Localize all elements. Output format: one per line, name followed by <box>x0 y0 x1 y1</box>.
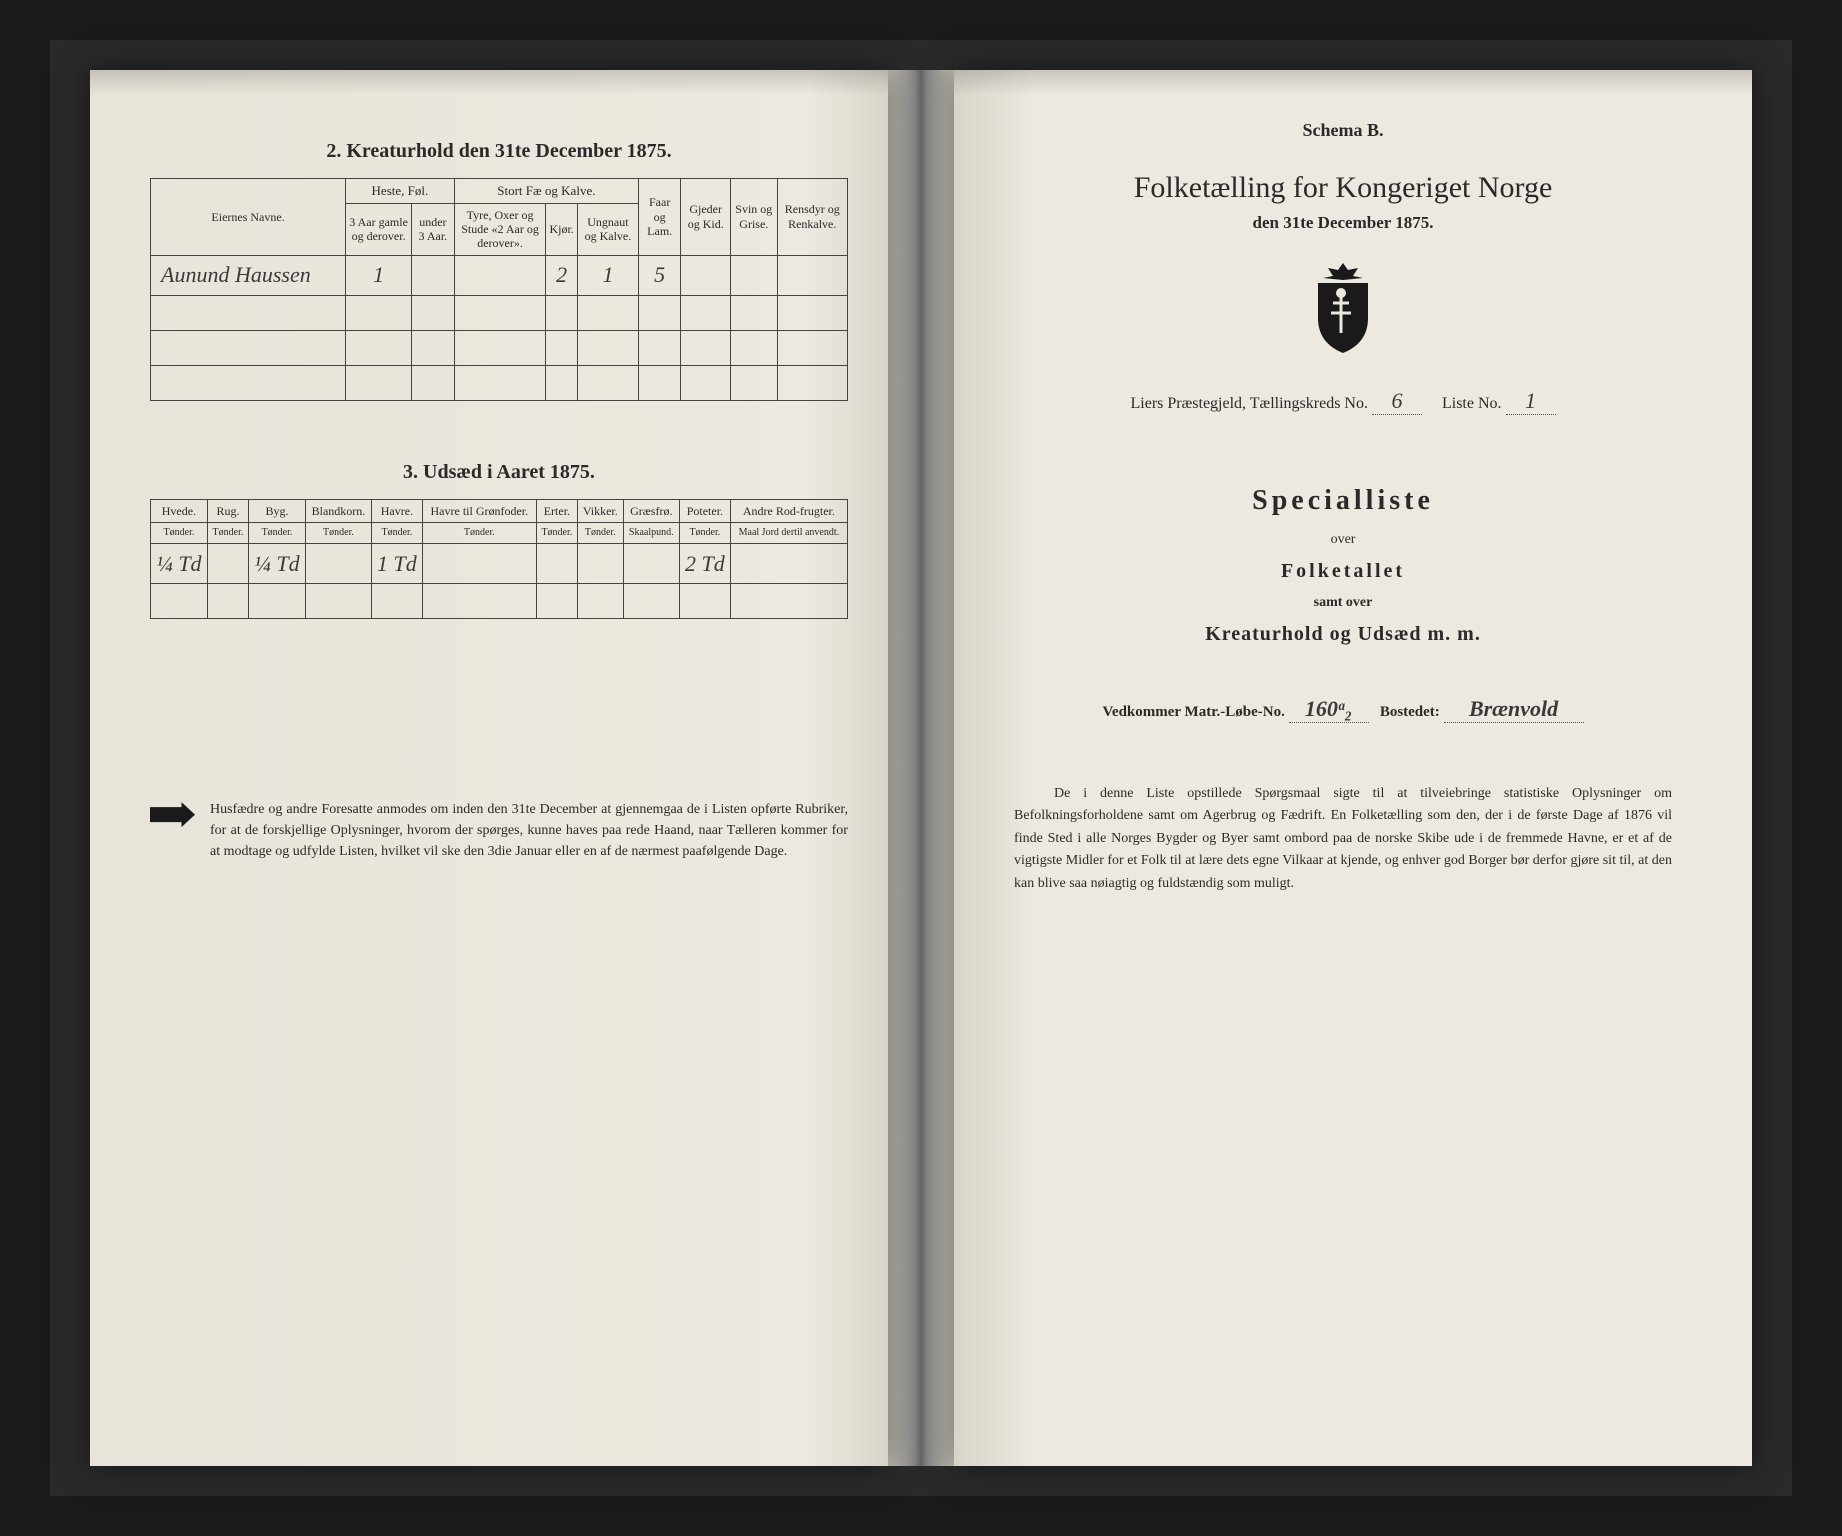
right-page: Schema B. Folketælling for Kongeriget No… <box>954 70 1752 1466</box>
table-row: Aunund Haussen 1 2 1 5 <box>151 255 848 295</box>
parish-line: Liers Præstegjeld, Tællingskreds No. 6 L… <box>994 388 1692 415</box>
sub-heste2: under 3 Aar. <box>412 203 455 255</box>
col-eier: Eiernes Navne. <box>151 179 346 256</box>
col-svin: Svin og Grise. <box>731 179 777 256</box>
matr-no: 160ᵃ₂ <box>1289 696 1369 723</box>
col-header: Andre Rod-frugter. <box>730 499 847 522</box>
grp-heste: Heste, Føl. <box>346 179 455 204</box>
table-row <box>151 365 848 400</box>
table-kreaturhold: Eiernes Navne. Heste, Føl. Stort Fæ og K… <box>150 178 848 401</box>
col-unit: Tønder. <box>207 523 248 544</box>
kreatur-label: Kreaturhold og Udsæd m. m. <box>994 623 1692 646</box>
owner-name: Aunund Haussen <box>161 262 311 287</box>
col-header: Havre til Grønfoder. <box>422 499 536 522</box>
col-header: Hvede. <box>151 499 208 522</box>
grp-stort: Stort Fæ og Kalve. <box>454 179 638 204</box>
table-row <box>151 584 848 619</box>
table-row <box>151 330 848 365</box>
cell: ¼ Td <box>254 551 299 576</box>
col-header: Byg. <box>249 499 306 522</box>
footnote-block: Husfædre og andre Foresatte anmodes om i… <box>150 799 848 862</box>
liste-label: Liste No. <box>1442 395 1502 412</box>
col-faar: Faar og Lam. <box>639 179 681 256</box>
over-label: over <box>994 532 1692 548</box>
col-unit: Tønder. <box>679 523 730 544</box>
col-unit: Tønder. <box>151 523 208 544</box>
col-header: Græsfrø. <box>623 499 679 522</box>
col-header: Rug. <box>207 499 248 522</box>
sub-stort3: Ungnaut og Kalve. <box>577 203 638 255</box>
bottom-paragraph: De i denne Liste opstillede Spørgsmaal s… <box>994 783 1692 895</box>
sub-date: den 31te December 1875. <box>994 213 1692 233</box>
table-udsaed: Hvede.Rug.Byg.Blandkorn.Havre.Havre til … <box>150 499 848 619</box>
scan-frame: 2. Kreaturhold den 31te December 1875. E… <box>50 40 1792 1496</box>
col-gjeder: Gjeder og Kid. <box>681 179 731 256</box>
bostedet-label: Bostedet: <box>1380 704 1440 720</box>
cell: 2 <box>556 262 567 287</box>
cell: 2 Td <box>685 551 725 576</box>
col-unit: Tønder. <box>577 523 623 544</box>
specialliste-title: Specialliste <box>994 485 1692 517</box>
vedkommer-line: Vedkommer Matr.-Løbe-No. 160ᵃ₂ Bostedet:… <box>994 696 1692 723</box>
col-rensdyr: Rensdyr og Renkalve. <box>777 179 847 256</box>
table-row <box>151 295 848 330</box>
folketallet-label: Folketallet <box>994 560 1692 583</box>
section3-title: 3. Udsæd i Aaret 1875. <box>150 461 848 484</box>
col-unit: Maal Jord dertil anvendt. <box>730 523 847 544</box>
kreds-no: 6 <box>1372 388 1422 415</box>
col-header: Poteter. <box>679 499 730 522</box>
parish-pre: Liers Præstegjeld, Tællingskreds No. <box>1131 395 1368 412</box>
cell: ¼ Td <box>156 551 201 576</box>
cell: 1 Td <box>377 551 417 576</box>
sub-stort1: Tyre, Oxer og Stude «2 Aar og derover». <box>454 203 546 255</box>
cell: 1 <box>602 262 613 287</box>
liste-no: 1 <box>1506 388 1556 415</box>
col-unit: Tønder. <box>305 523 371 544</box>
main-title: Folketælling for Kongeriget Norge <box>994 171 1692 205</box>
col-header: Erter. <box>536 499 577 522</box>
section2-title: 2. Kreaturhold den 31te December 1875. <box>150 140 848 163</box>
col-header: Blandkorn. <box>305 499 371 522</box>
col-unit: Tønder. <box>371 523 422 544</box>
samt-label: samt over <box>994 595 1692 611</box>
sub-heste1: 3 Aar gamle og derover. <box>346 203 412 255</box>
schema-label: Schema B. <box>994 120 1692 141</box>
col-header: Havre. <box>371 499 422 522</box>
col-unit: Tønder. <box>536 523 577 544</box>
col-unit: Tønder. <box>249 523 306 544</box>
table-row: ¼ Td ¼ Td 1 Td 2 Td <box>151 544 848 584</box>
vedkommer-pre: Vedkommer Matr.-Løbe-No. <box>1102 704 1284 720</box>
cell: 1 <box>373 262 384 287</box>
left-page: 2. Kreaturhold den 31te December 1875. E… <box>90 70 888 1466</box>
footnote-text: Husfædre og andre Foresatte anmodes om i… <box>210 799 848 862</box>
col-header: Vikker. <box>577 499 623 522</box>
col-unit: Skaalpund. <box>623 523 679 544</box>
sub-stort2: Kjør. <box>546 203 577 255</box>
bostedet-value: Brænvold <box>1444 696 1584 723</box>
cell: 5 <box>654 262 665 287</box>
coat-of-arms-icon <box>1303 258 1383 358</box>
col-unit: Tønder. <box>422 523 536 544</box>
pointer-icon <box>150 802 195 827</box>
book-spine <box>888 70 954 1466</box>
